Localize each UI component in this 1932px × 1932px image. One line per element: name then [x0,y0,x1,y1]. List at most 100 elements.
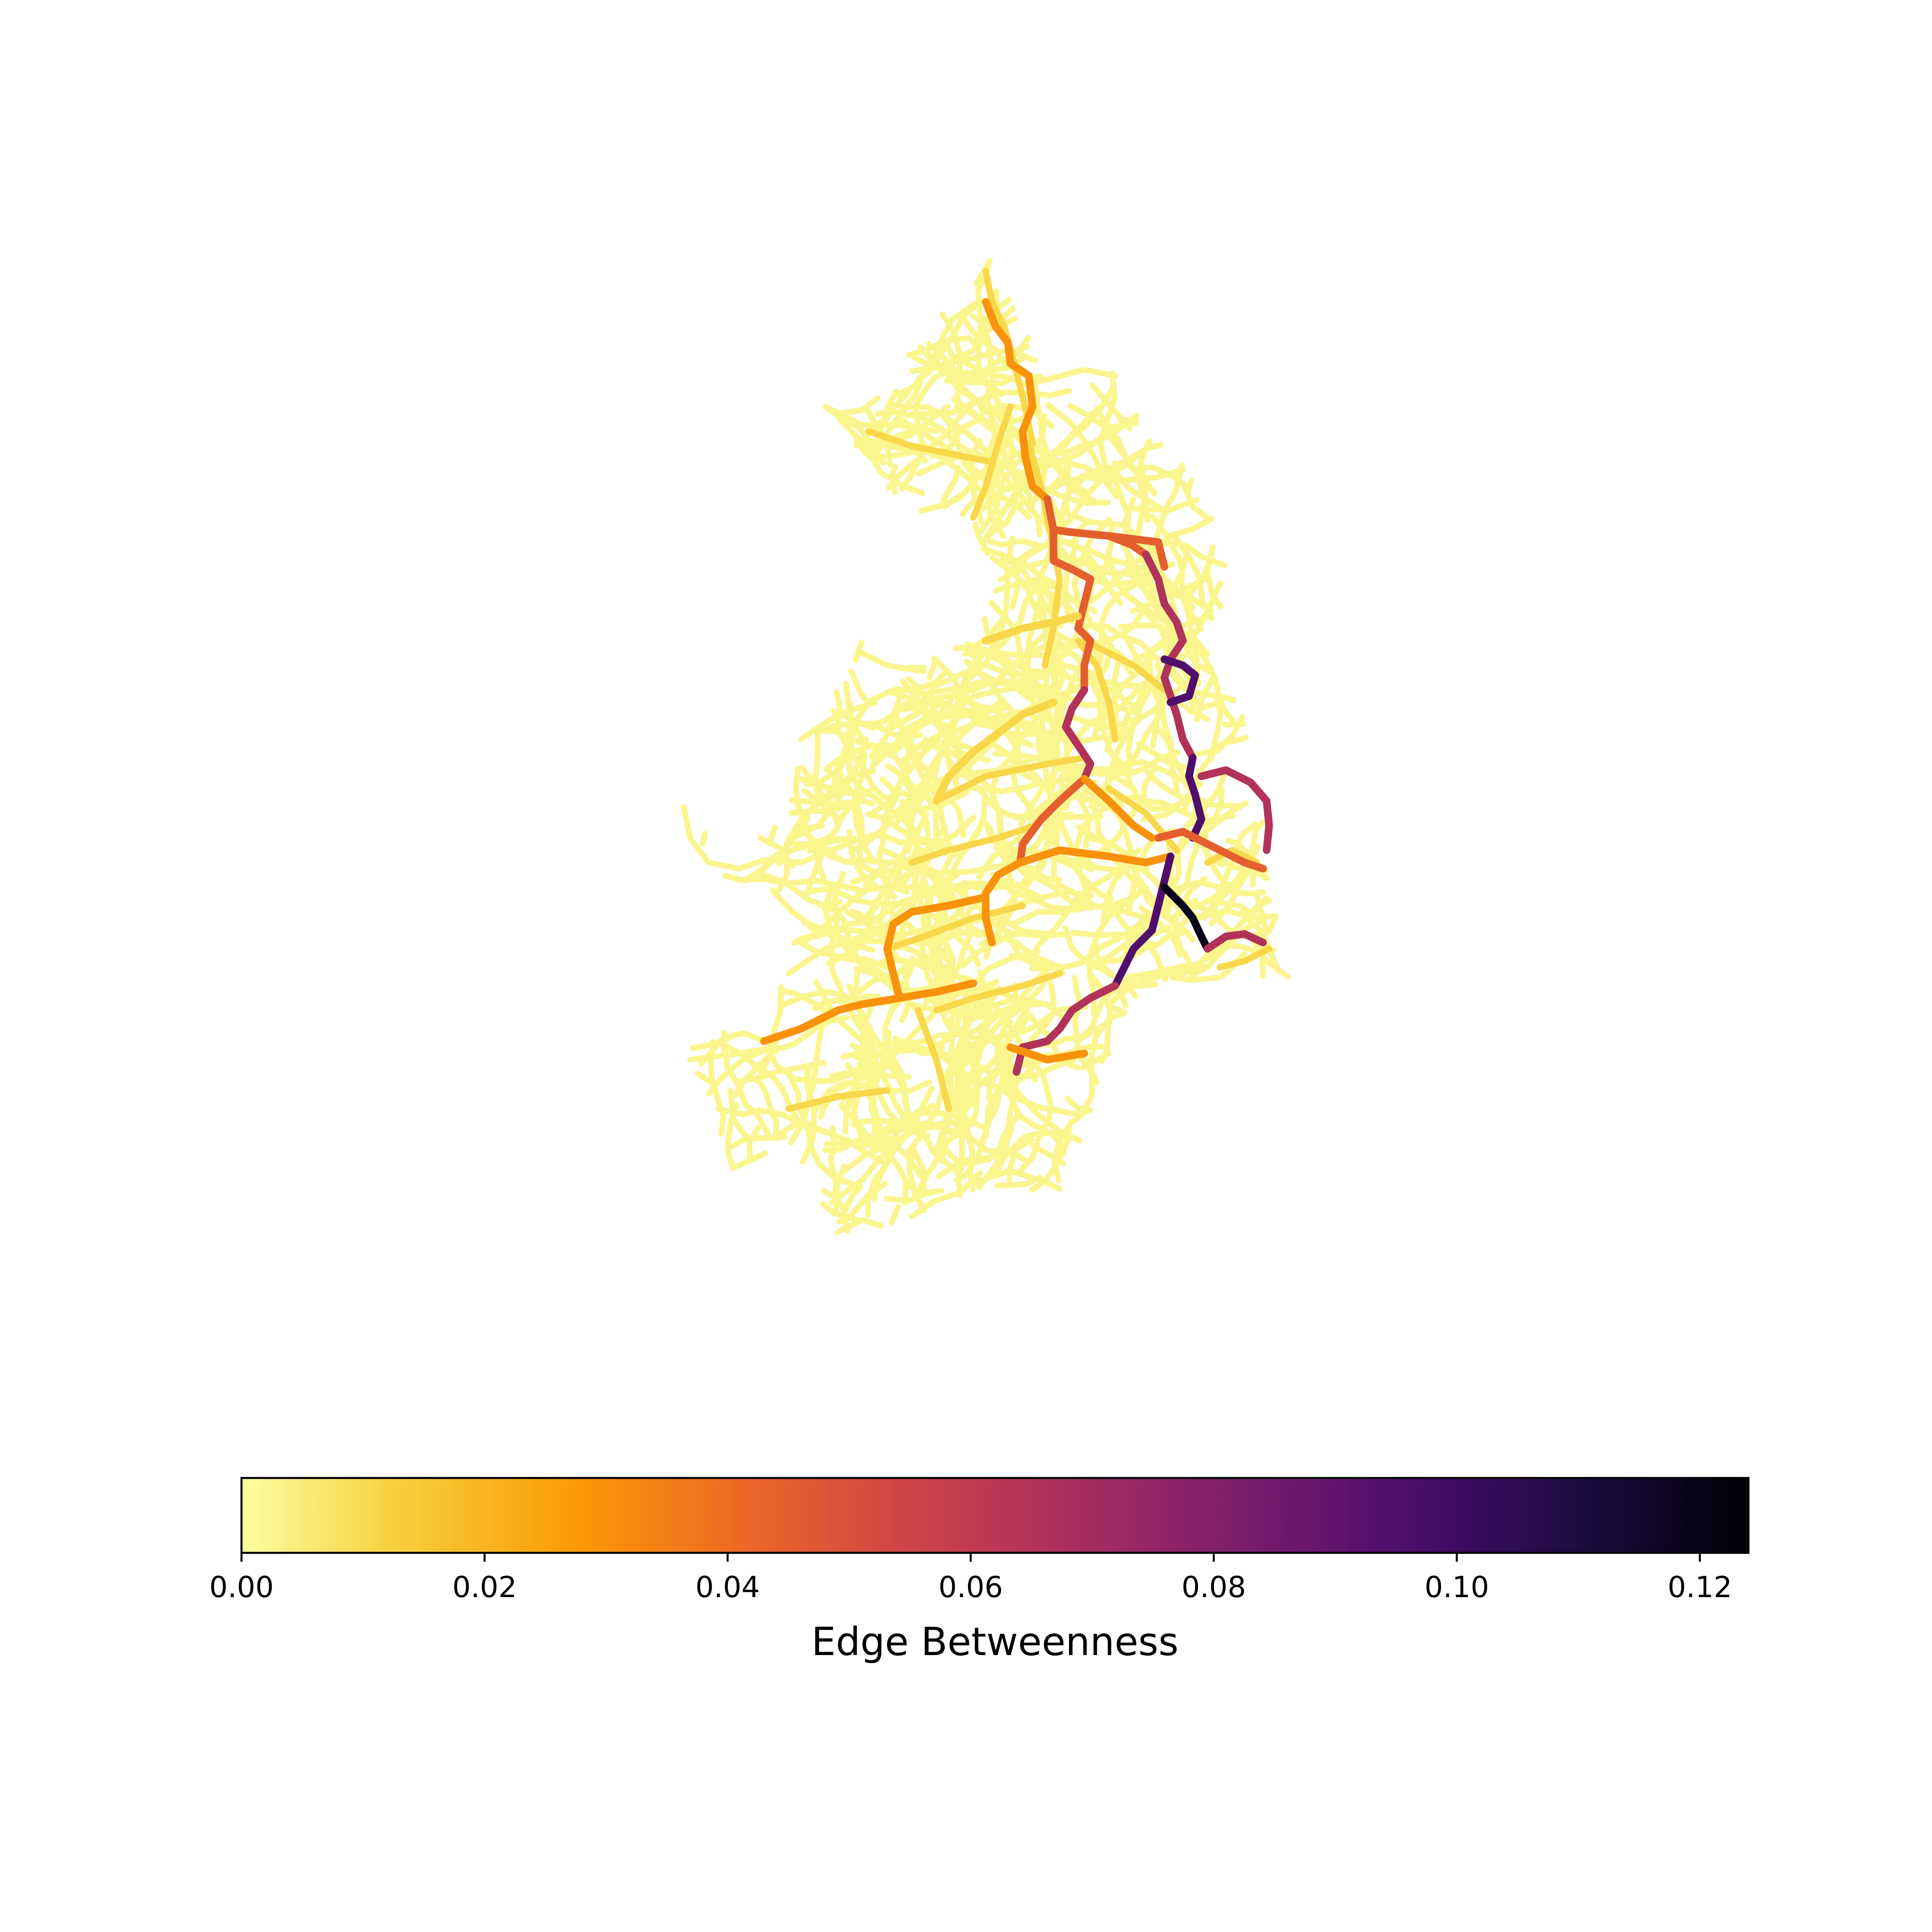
road-segment [1073,801,1124,911]
road-segment [986,538,1153,574]
road-segment [856,1120,928,1150]
colorbar-tick-label: 0.10 [1424,1570,1489,1604]
road-segment [981,402,1020,543]
road-segment [1007,535,1022,610]
road-segment [990,715,1040,807]
road-segment [1184,605,1239,730]
road-segment [791,919,961,946]
colorbar-tick-label: 0.12 [1668,1570,1732,1604]
road-segment [1117,416,1139,423]
colorbar-tick-label: 0.02 [452,1570,517,1604]
road-segment [852,640,865,663]
road-segment [823,404,939,434]
road-segment [812,947,949,1011]
road-segment [766,824,778,846]
high-betweenness-road [1080,775,1156,842]
road-segment [850,1042,912,1129]
road-segment [1010,892,1094,927]
colorbar-tick-label: 0.06 [938,1570,1003,1604]
road-segment [1172,875,1208,980]
high-betweenness-road [1049,526,1094,694]
road-segment [1029,1119,1073,1193]
colorbar: 0.00 0.02 0.04 0.06 0.08 0.10 0.12 Edge Betwee… [209,1477,1750,1664]
road-segment [935,1066,978,1152]
road-segment [1066,713,1139,730]
road-segment [966,949,1040,1016]
road-segment [730,1150,768,1171]
road-segment [1020,367,1118,388]
road-segment [835,1217,884,1235]
colorbar-tick-label: 0.08 [1181,1570,1246,1604]
road-segment [933,754,1088,804]
road-segment [833,1163,847,1214]
high-betweenness-road [1203,930,1267,953]
road-segment [946,1000,960,1119]
high-betweenness-road [982,612,1082,645]
road-segment [857,958,973,982]
road-segment [708,1050,726,1137]
road-segment [776,772,844,893]
road-segment [985,485,1032,520]
road-segment [1253,890,1269,979]
road-segment [786,1069,857,1188]
road-segment [786,921,890,976]
high-betweenness-road [760,979,977,1045]
road-segment [1053,644,1103,702]
road-segment [797,826,910,895]
road-segment [893,686,1006,716]
road-segment [906,1147,927,1213]
road-segment [1111,652,1123,738]
road-segment [1003,472,1043,537]
road-segment [779,988,835,1020]
road-segment [1004,930,1062,969]
road-segment [806,886,931,907]
road-segment [941,465,961,503]
road-segment [1087,890,1141,1016]
road-segment [840,1184,864,1218]
high-betweenness-road [1016,846,1174,867]
road-segment [910,1145,927,1192]
high-betweenness-road [1197,766,1273,854]
road-segment [916,454,961,477]
road-segment [859,650,927,675]
road-segment [798,699,878,742]
road-segment [1216,945,1273,971]
high-betweenness-road [982,298,1051,503]
road-segment [1135,438,1165,617]
high-betweenness-road [1160,655,1199,706]
road-segment [1045,462,1109,494]
road-segment [1129,497,1200,513]
road-segment [1187,700,1219,714]
colorbar-tick-label: 0.00 [209,1570,274,1604]
road-segment [809,1016,833,1092]
road-segment [1006,1150,1018,1182]
road-segment [1016,757,1090,896]
road-segment [1081,637,1168,694]
road-segment [1136,464,1212,522]
road-segment [1111,460,1131,546]
road-segment [776,822,826,867]
road-segment [770,888,822,939]
road-segment [1085,955,1113,1064]
road-segment [869,691,984,770]
road-segment [763,873,861,892]
road-segment [1117,655,1153,742]
road-segment [875,388,1072,419]
road-segment [851,1013,912,1136]
road-segment [687,1044,779,1063]
road-segment [980,546,1063,629]
road-segment [884,778,979,822]
road-segment [848,668,872,707]
road-segment [747,1125,761,1160]
road-segment [1023,786,1102,889]
road-segment [1084,834,1207,921]
road-segment [1074,864,1133,903]
road-segment [897,731,952,848]
high-betweenness-road [1043,495,1150,559]
road-segment [964,658,1037,815]
road-segment [1266,915,1278,934]
road-segment [1045,402,1120,500]
road-segment [836,395,881,417]
road-segment [1017,1042,1053,1174]
road-segment [865,428,995,465]
